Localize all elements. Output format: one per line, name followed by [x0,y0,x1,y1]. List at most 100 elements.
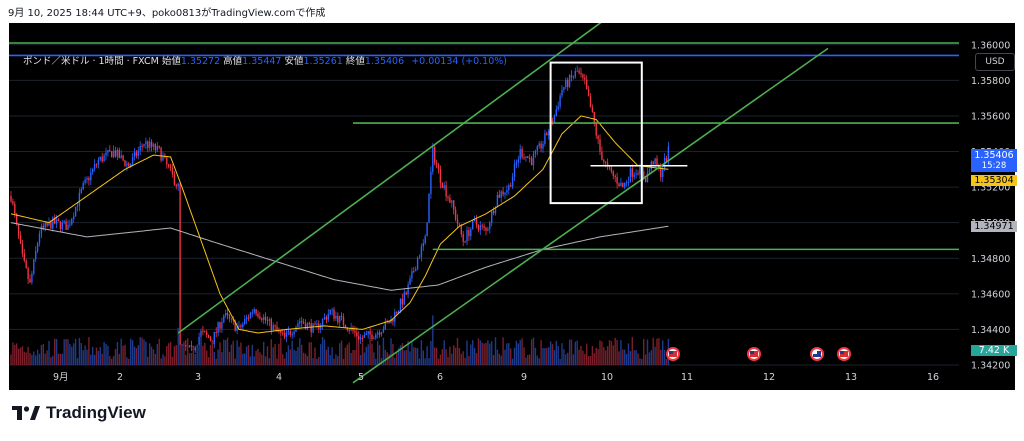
candle-body [378,332,381,335]
candle-body [54,217,56,224]
volume-bar [27,346,29,365]
volume-bar [382,337,385,365]
volume-bar [665,358,668,365]
candle-body [166,157,168,165]
volume-bar [559,358,561,365]
x-tick-label: 3 [195,372,201,383]
y-tick-label: 1.34200 [971,361,1010,372]
candle-body [14,203,16,215]
volume-bar [149,343,151,365]
volume-bar [620,340,622,365]
candle-body [181,344,183,346]
legend-change: +0.00134 (+0.10%) [411,56,508,67]
volume-bar [272,347,274,365]
volume-bar [568,339,571,365]
candle-body [441,183,443,188]
volume-bar [401,343,404,365]
volume-bar [50,357,52,365]
volume-bar [510,348,512,365]
volume-bar [276,358,278,365]
volume-bar [168,343,170,365]
candle-body [597,135,599,140]
candle-body [126,163,128,166]
volume-bar [614,337,616,365]
volume-bar [567,352,569,365]
price-chart[interactable]: 1.360001.358001.356001.354001.352001.350… [9,23,1017,390]
candle-body [327,314,329,320]
countdown-value: 15:28 [981,161,1007,171]
candle-body [624,182,626,188]
chart-canvas[interactable]: 1.360001.358001.356001.354001.352001.350… [9,23,1015,390]
volume-bar [447,356,449,365]
candle-body [603,159,605,162]
chart-caption: 9月 10, 2025 18:44 UTC+9、poko0813がTrading… [8,8,326,19]
tradingview-logo[interactable]: TradingView [12,403,146,423]
volume-bar [658,338,660,365]
candle-body [614,175,616,178]
candle-body [665,158,668,161]
candle-body [16,214,18,224]
candle-body [29,279,31,283]
volume-bar [631,337,633,365]
volume-bar [190,352,193,365]
candle-body [500,191,502,198]
volume-bar [542,348,544,365]
volume-bar [213,351,215,365]
volume-bar [217,349,219,365]
volume-bar [270,339,272,365]
volume-bar [519,339,521,365]
candle-body [346,328,348,330]
candle-body [352,327,354,331]
candle-body [217,322,219,333]
candle-body [209,337,212,341]
candle-body [314,323,316,325]
volume-bar [65,338,67,365]
volume-bar [183,341,185,365]
volume-bar [462,351,464,365]
volume-bar [86,349,88,365]
candle-body [171,168,174,175]
candle-body [373,338,375,340]
candle-body [646,172,649,183]
candle-body [534,150,537,154]
x-tick-label: 12 [763,372,775,383]
volume-bar [435,347,438,365]
y-tick-label: 1.36000 [971,40,1010,51]
candle-body [57,219,60,222]
candle-body [348,329,350,331]
candle-body [491,211,493,223]
candle-body [207,334,210,338]
candle-body [304,323,307,329]
legend-high-label: 高値 [223,56,243,67]
volume-bar [59,353,62,365]
currency-button[interactable]: USD [975,53,1015,71]
candle-body [310,323,312,333]
volume-bar [504,349,506,365]
candle-body [396,311,398,314]
candle-body [249,312,252,319]
candle-body [551,120,554,123]
volume-bar [82,350,84,365]
candle-body [587,89,590,97]
volume-bar [589,356,592,365]
candle-body [635,173,637,175]
candle-body [147,141,149,148]
volume-bar [443,340,445,365]
candle-body [128,163,130,167]
candle-body [502,191,504,195]
candle-body [19,235,22,244]
volume-bar [133,346,136,365]
volume-bar [130,338,132,365]
x-tick-label: 10 [601,372,613,383]
volume-bar [625,353,628,365]
volume-bar [603,347,605,365]
volume-bar [597,349,599,365]
candle-body [633,174,635,177]
volume-bar [500,355,502,365]
candle-body [582,74,584,78]
volume-bar [506,343,508,365]
candle-body [120,155,122,158]
candle-body [439,169,442,184]
candle-body [93,164,96,169]
candle-body [415,269,417,272]
